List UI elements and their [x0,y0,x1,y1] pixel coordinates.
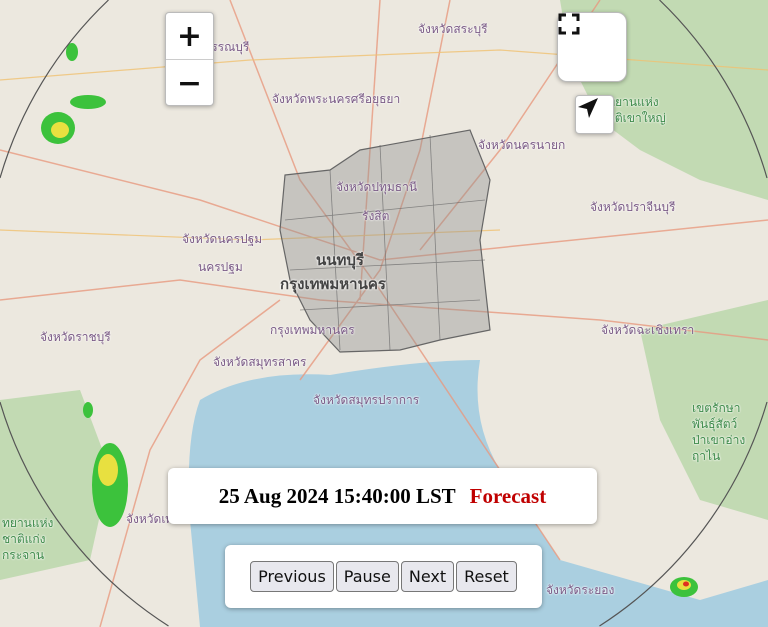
place-label: เขตรักษา พันธุ์สัตว์ ป่าเขาอ่าง ฤาไน [692,401,746,463]
place-label: จังหวัดราชบุรี [40,330,111,344]
reset-button[interactable]: Reset [456,561,517,592]
locate-button[interactable] [575,95,614,134]
fullscreen-button[interactable] [557,12,627,82]
place-label: จังหวัดสมุทรสาคร [213,355,307,369]
place-label: จังหวัดปทุมธานี [336,180,418,194]
location-arrow-icon [578,98,598,118]
zoom-out-button[interactable]: − [166,59,213,106]
playback-controls: Previous Pause Next Reset [225,545,542,608]
place-label: รังสิต [362,209,390,223]
place-label: นนทบุรี [316,251,364,269]
place-label: จังหวัดนครปฐม [182,232,263,246]
place-label: จังหวัดพระนครศรีอยุธยา [272,92,401,106]
place-label: จังหวัดฉะเชิงเทรา [601,323,695,337]
place-label: จังหวัดนครนายก [478,138,566,152]
zoom-in-button[interactable]: + [176,18,203,54]
place-label: ทยานแห่ง ชาติแก่ง กระจาน [2,516,54,562]
place-label: นครปฐม [198,260,243,274]
zoom-control: + − [165,12,214,106]
place-label: จังหวัดระยอง [546,583,615,597]
pause-button[interactable]: Pause [335,561,399,592]
fullscreen-icon [558,13,580,35]
timestamp-panel: 25 Aug 2024 15:40:00 LST Forecast [168,468,597,524]
place-label: จังหวัดปราจีนบุรี [590,200,676,214]
timestamp-text: 25 Aug 2024 15:40:00 LST [218,483,456,508]
place-label: จังหวัดเพ [126,512,174,526]
forest-area [0,390,110,580]
district-borders [284,134,486,351]
minor-roads [0,49,768,241]
place-label: จังหวัดสระบุรี [418,22,488,36]
radar-echoes [41,43,698,597]
forecast-label: Forecast [469,483,547,508]
forest-area [640,300,768,520]
place-label: กรุงเทพมหานคร [270,323,355,337]
place-label: กรุงเทพมหานคร [280,275,386,293]
place-label: อุทยานแห่ง ชาติเขาใหญ่ [600,95,666,125]
next-button[interactable]: Next [400,561,455,592]
previous-button[interactable]: Previous [250,561,334,592]
place-label: จังหวัดสมุทรปราการ [313,393,420,407]
